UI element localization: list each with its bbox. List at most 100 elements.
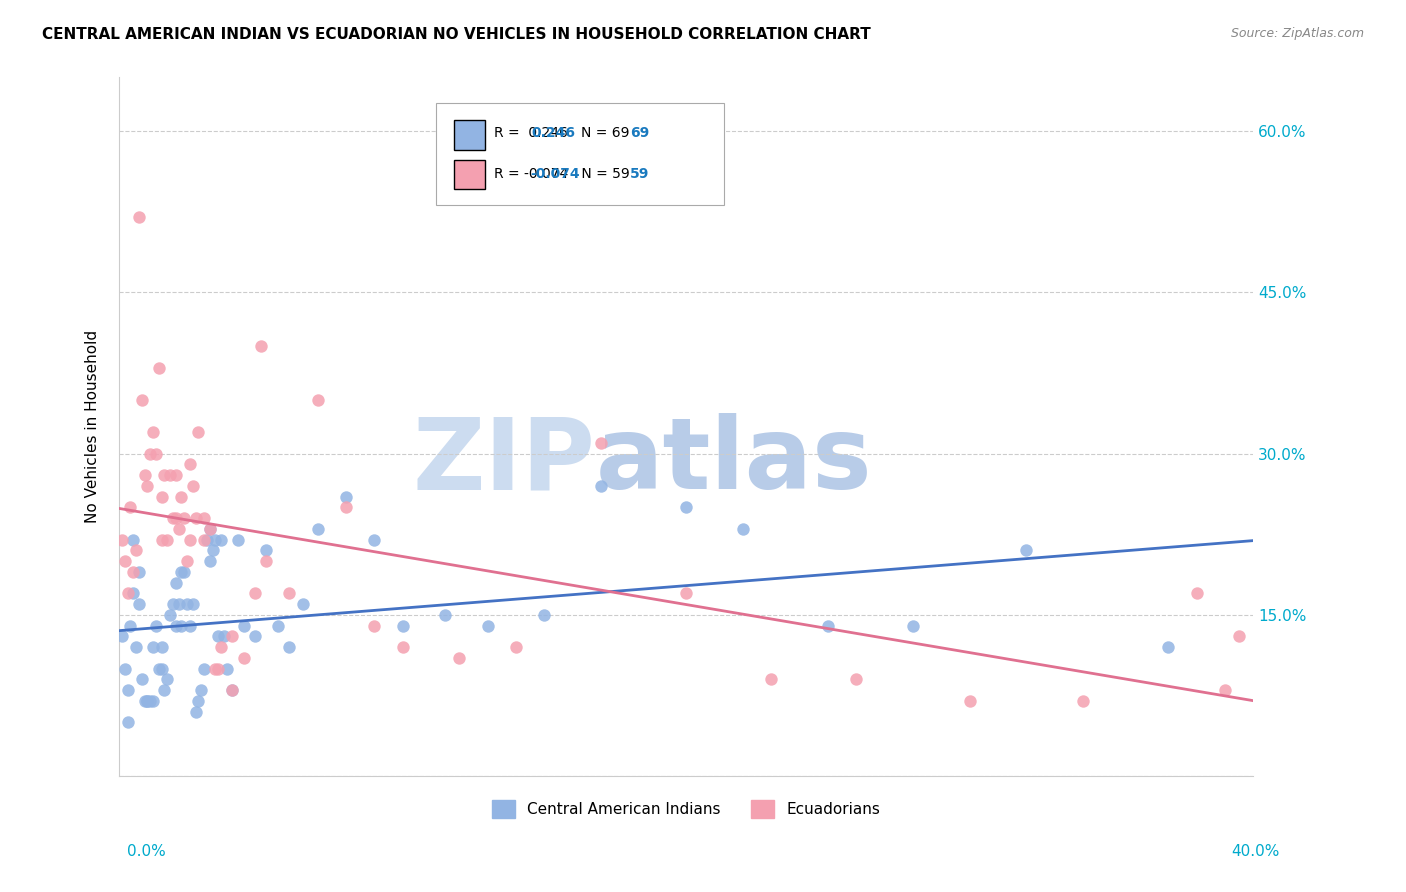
Point [170,565,193,579]
Point [187,425,209,440]
Point [148,360,170,375]
Point [363,533,385,547]
Point [128,565,150,579]
Point [162,597,184,611]
Text: R = -0.074   N = 59: R = -0.074 N = 59 [494,167,630,181]
Text: 0.0%: 0.0% [127,845,166,859]
Text: ZIP: ZIP [412,413,595,510]
Point [176,554,198,568]
Point [731,522,754,536]
Point [198,522,221,536]
Point [232,618,254,632]
Point [165,511,187,525]
Point [125,543,148,558]
Text: -0.074: -0.074 [530,167,579,181]
Point [184,705,207,719]
Text: 0.246: 0.246 [531,126,575,140]
Point [159,468,181,483]
Point [761,673,783,687]
Point [142,694,165,708]
Point [134,468,156,483]
Point [159,607,181,622]
Point [675,500,697,515]
Point [114,662,136,676]
Point [156,533,179,547]
Point [125,640,148,655]
Point [221,683,243,698]
Point [591,479,613,493]
Point [1015,543,1038,558]
Point [198,522,221,536]
Point [120,618,142,632]
Point [232,651,254,665]
Point [156,673,179,687]
Point [167,597,190,611]
Point [120,500,142,515]
Point [250,339,273,353]
Legend: Central American Indians, Ecuadorians: Central American Indians, Ecuadorians [486,794,886,824]
Point [434,607,457,622]
Point [176,597,198,611]
Point [391,640,413,655]
Point [477,618,499,632]
Point [145,618,167,632]
Point [153,683,176,698]
Point [145,447,167,461]
Point [278,586,301,600]
Text: R =  0.246   N = 69: R = 0.246 N = 69 [494,126,628,140]
Point [207,662,229,676]
Y-axis label: No Vehicles in Household: No Vehicles in Household [86,330,100,524]
Point [449,651,471,665]
Point [131,392,153,407]
Point [170,618,193,632]
Text: 40.0%: 40.0% [1232,845,1279,859]
Text: atlas: atlas [595,413,872,510]
Point [1157,640,1180,655]
Point [111,629,134,643]
Point [179,618,201,632]
Point [278,640,301,655]
Point [195,533,218,547]
Text: CENTRAL AMERICAN INDIAN VS ECUADORIAN NO VEHICLES IN HOUSEHOLD CORRELATION CHART: CENTRAL AMERICAN INDIAN VS ECUADORIAN NO… [42,27,870,42]
Point [212,629,235,643]
Point [117,715,139,730]
Text: 69: 69 [630,126,650,140]
Point [256,543,278,558]
Point [391,618,413,632]
Point [150,640,173,655]
Point [167,522,190,536]
Point [591,436,613,450]
Point [204,533,226,547]
Point [307,522,329,536]
Point [1213,683,1236,698]
Point [533,607,555,622]
Point [117,683,139,698]
Point [187,694,209,708]
Point [165,618,187,632]
Point [209,533,232,547]
Point [817,618,839,632]
Point [122,533,145,547]
Point [226,533,249,547]
Point [209,640,232,655]
Point [193,511,215,525]
Point [1227,629,1250,643]
Point [173,511,195,525]
Point [128,210,150,224]
Point [845,673,868,687]
Point [243,629,266,643]
Point [117,586,139,600]
Point [190,683,212,698]
Point [193,662,215,676]
Point [153,468,176,483]
Point [198,554,221,568]
Point [179,458,201,472]
Point [505,640,527,655]
Point [136,694,159,708]
Point [335,500,357,515]
Point [139,694,162,708]
Point [243,586,266,600]
Point [675,586,697,600]
Point [1071,694,1094,708]
Point [139,447,162,461]
